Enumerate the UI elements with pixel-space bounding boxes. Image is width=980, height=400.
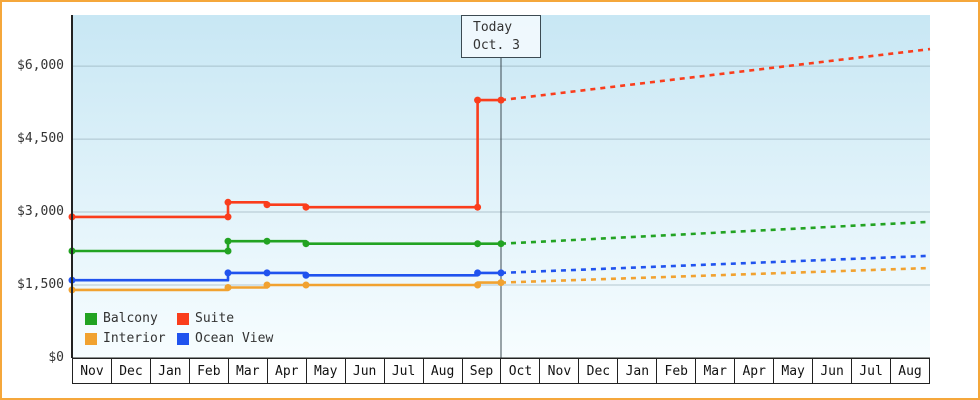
series-marker-balcony [302, 240, 310, 248]
month-label: Apr [735, 359, 775, 383]
series-marker-suite [497, 96, 505, 104]
legend-label-interior: Interior [103, 331, 166, 346]
legend-swatch-ocean-view [177, 332, 189, 345]
month-label: Sep [462, 359, 502, 383]
month-label: May [774, 359, 814, 383]
legend-item-balcony: Balcony [85, 311, 177, 326]
series-marker-ocean-view [302, 271, 310, 279]
series-marker-balcony [224, 237, 232, 245]
month-label: Jul [384, 359, 424, 383]
legend-swatch-suite [177, 312, 189, 325]
series-marker-ocean-view [263, 269, 271, 277]
series-projection-suite [500, 47, 931, 102]
month-label: Aug [423, 359, 463, 383]
series-marker-interior [497, 279, 505, 287]
month-label: Dec [111, 359, 151, 383]
series-projection-interior [500, 266, 931, 284]
month-label: Mar [696, 359, 736, 383]
today-label-line1: Today [473, 20, 513, 35]
today-label-line2: Oct. 3 [473, 38, 520, 53]
month-label: May [306, 359, 346, 383]
series-marker-ocean-view [224, 269, 232, 277]
month-label: Jun [345, 359, 385, 383]
y-tick-label: $1,500 [17, 277, 64, 293]
legend-swatch-interior [85, 332, 97, 345]
series-marker-suite [263, 201, 271, 209]
series-line-suite [72, 98, 501, 219]
series-marker-ocean-view [474, 269, 482, 277]
series-marker-suite [474, 203, 482, 211]
series-marker-interior [474, 281, 482, 289]
x-axis-month-labels: Nov Dec Jan Feb Mar Apr May Jun Jul Aug Sep Oct Nov D… [72, 358, 930, 384]
y-tick-label: $0 [48, 350, 64, 365]
y-tick-label: $6,000 [17, 58, 64, 74]
legend-label-suite: Suite [195, 311, 235, 326]
month-label: Mar [228, 359, 268, 383]
month-label: Nov [73, 359, 112, 383]
today-marker-label: Today Oct. 3 [461, 15, 541, 58]
legend: Balcony Suite Interior Ocean View [85, 311, 273, 346]
legend-label-ocean-view: Ocean View [195, 331, 274, 346]
legend-item-interior: Interior [85, 331, 177, 346]
legend-item-suite: Suite [177, 311, 273, 326]
series-marker-suite [224, 213, 232, 221]
series-marker-balcony [474, 240, 482, 248]
month-label: Jul [852, 359, 892, 383]
month-label: Dec [579, 359, 619, 383]
series-projection-balcony [500, 220, 931, 245]
month-label: Jan [618, 359, 658, 383]
legend-label-balcony: Balcony [103, 311, 158, 326]
series-marker-balcony [263, 237, 271, 245]
series-marker-interior [263, 281, 271, 289]
series-marker-suite [224, 198, 232, 206]
series-marker-balcony [224, 247, 232, 255]
series-marker-interior [302, 281, 310, 289]
month-label: Jan [150, 359, 190, 383]
series-projection-ocean-view [500, 254, 931, 275]
series-layer [68, 47, 931, 294]
series-marker-suite [302, 203, 310, 211]
series-marker-balcony [497, 240, 505, 248]
month-label: Jun [813, 359, 853, 383]
y-tick-label: $3,000 [17, 204, 64, 220]
legend-swatch-balcony [85, 312, 97, 325]
month-label: Nov [540, 359, 580, 383]
month-label: Oct [501, 359, 541, 383]
series-marker-interior [224, 284, 232, 291]
month-label: Apr [267, 359, 307, 383]
month-label: Aug [891, 359, 929, 383]
series-marker-suite [474, 96, 482, 104]
plot-background-layer [72, 15, 930, 358]
series-marker-ocean-view [497, 269, 505, 277]
month-label: Feb [189, 359, 229, 383]
legend-item-ocean-view: Ocean View [177, 331, 273, 346]
y-tick-label: $4,500 [17, 131, 64, 147]
month-label: Feb [657, 359, 697, 383]
